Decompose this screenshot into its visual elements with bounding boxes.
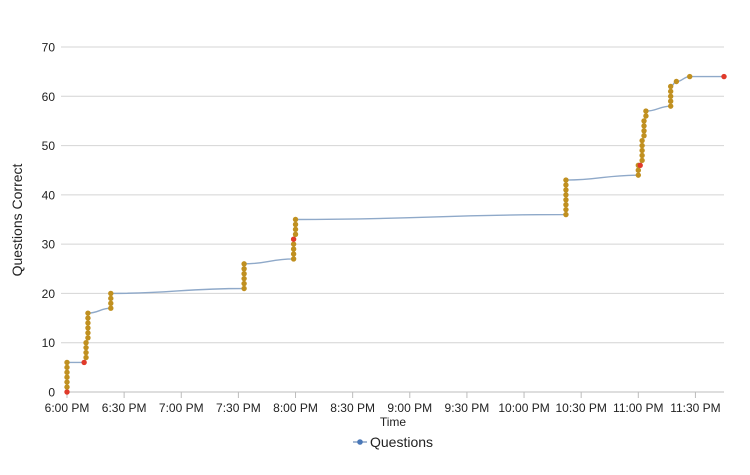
y-tick-label: 60 xyxy=(42,90,56,104)
legend[interactable]: Questions xyxy=(353,434,433,450)
data-point xyxy=(241,271,247,277)
data-point xyxy=(643,108,649,114)
data-point xyxy=(64,359,70,366)
legend-label: Questions xyxy=(370,434,433,450)
x-tick-label: 10:00 PM xyxy=(498,401,549,415)
data-point-incorrect xyxy=(721,73,727,80)
data-point xyxy=(290,256,297,262)
data-point xyxy=(83,349,89,356)
data-point xyxy=(641,128,647,134)
data-point xyxy=(563,206,569,213)
gridlines xyxy=(61,46,724,344)
x-tick-label: 9:30 PM xyxy=(445,401,490,415)
data-point xyxy=(641,123,647,129)
x-tick-label: 6:00 PM xyxy=(45,401,90,415)
data-point xyxy=(290,241,297,247)
data-point xyxy=(643,113,649,119)
data-point xyxy=(241,280,247,287)
data-point-incorrect xyxy=(637,162,643,168)
data-point xyxy=(563,202,569,208)
x-tick-label: 9:00 PM xyxy=(387,401,432,415)
y-tick-label: 0 xyxy=(48,386,55,400)
x-tick-label: 11:30 PM xyxy=(670,401,720,415)
data-point xyxy=(667,98,674,104)
y-tick-label: 40 xyxy=(42,188,56,202)
data-point xyxy=(635,172,642,178)
data-point xyxy=(639,157,645,164)
data-point xyxy=(83,340,89,346)
data-point xyxy=(292,216,299,223)
x-tick-label: 6:30 PM xyxy=(102,401,147,415)
data-point xyxy=(64,374,70,380)
data-point xyxy=(292,231,299,237)
data-point xyxy=(667,93,674,99)
data-point xyxy=(85,325,91,331)
data-point xyxy=(83,344,89,351)
y-tick-label: 10 xyxy=(42,336,56,350)
series-line-questions xyxy=(66,75,724,392)
data-point xyxy=(241,285,247,292)
y-axis-label: Questions Correct xyxy=(9,163,25,276)
x-axis-label: Time xyxy=(380,415,407,429)
data-point xyxy=(241,275,247,282)
legend-marker-swatch xyxy=(357,439,363,445)
data-point-incorrect xyxy=(81,359,87,366)
data-point xyxy=(639,137,645,144)
data-point xyxy=(292,226,299,233)
y-tick-label: 20 xyxy=(42,287,56,301)
data-point xyxy=(85,330,91,336)
data-point xyxy=(641,118,647,124)
data-point xyxy=(64,364,70,371)
data-point xyxy=(667,83,674,90)
x-tick-label: 11:00 PM xyxy=(613,401,663,415)
data-point xyxy=(563,211,569,218)
data-point xyxy=(85,315,91,321)
data-point xyxy=(563,197,569,203)
data-point-incorrect xyxy=(64,389,70,395)
data-point xyxy=(85,335,91,341)
data-point xyxy=(635,167,642,173)
data-point xyxy=(639,152,645,159)
data-point xyxy=(563,177,569,183)
data-point xyxy=(64,384,70,390)
x-tick-label: 8:30 PM xyxy=(330,401,375,415)
x-tick-label: 10:30 PM xyxy=(555,401,606,415)
data-point xyxy=(290,246,297,252)
data-point xyxy=(64,369,70,375)
data-point xyxy=(64,379,70,385)
y-axis-ticks: 0 10 20 30 40 50 60 70 xyxy=(42,41,56,400)
data-point xyxy=(108,290,114,297)
data-point xyxy=(673,78,680,85)
data-point xyxy=(241,261,247,267)
x-tick-label: 7:00 PM xyxy=(159,401,204,415)
data-point xyxy=(667,88,674,95)
data-point xyxy=(241,266,247,272)
data-point-incorrect xyxy=(290,236,297,242)
data-point xyxy=(687,73,693,80)
data-point xyxy=(563,187,569,193)
y-tick-label: 70 xyxy=(42,41,56,55)
data-point xyxy=(563,192,569,198)
data-point xyxy=(641,133,647,139)
data-point xyxy=(83,354,89,361)
x-tick-label: 7:30 PM xyxy=(216,401,261,415)
data-point xyxy=(108,300,114,306)
data-point xyxy=(563,182,569,188)
y-tick-label: 50 xyxy=(42,139,56,153)
data-point xyxy=(108,295,114,302)
data-point xyxy=(639,147,645,154)
data-point xyxy=(85,310,91,316)
series-markers xyxy=(64,73,727,395)
data-point xyxy=(292,221,299,228)
y-tick-label: 30 xyxy=(42,238,56,252)
data-point xyxy=(290,251,297,257)
x-tick-label: 8:00 PM xyxy=(273,401,318,415)
data-point xyxy=(667,103,674,109)
data-point xyxy=(108,305,114,311)
x-axis-ticks: 6:00 PM 6:30 PM 7:00 PM 7:30 PM 8:00 PM 8:30 … xyxy=(45,392,721,415)
data-point xyxy=(85,320,91,326)
data-point xyxy=(639,142,645,149)
